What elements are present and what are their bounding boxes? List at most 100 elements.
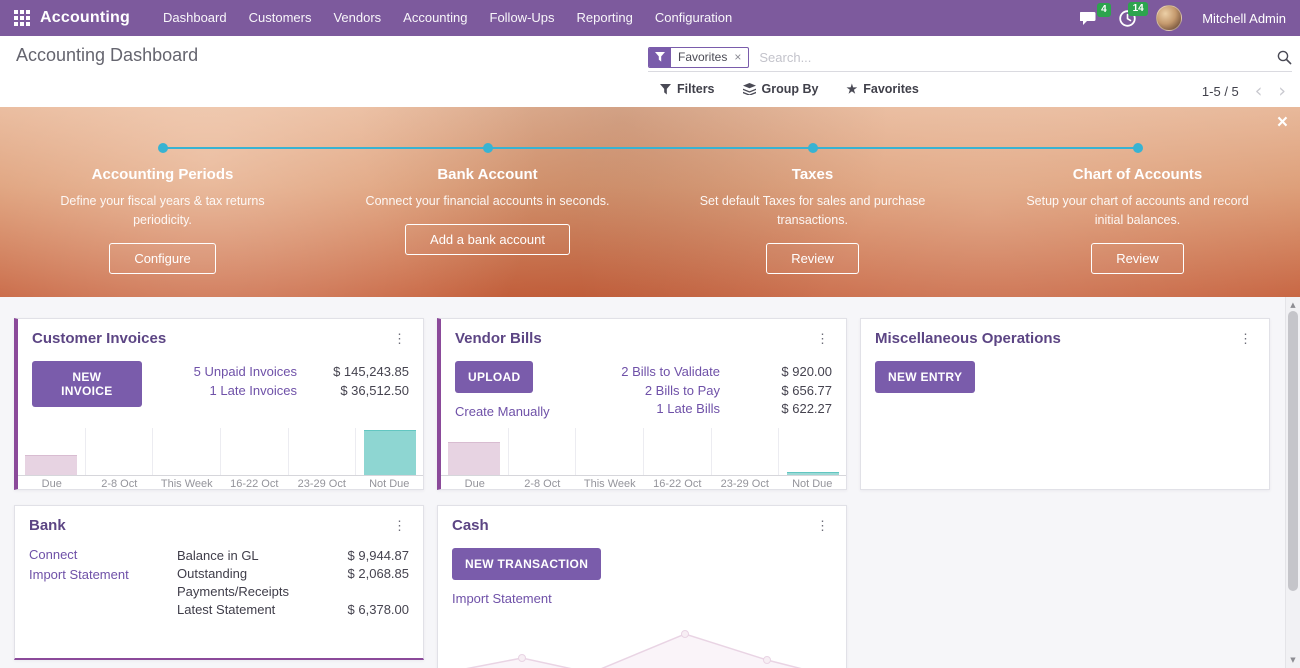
latest-statement-amount: $ 6,378.00 — [347, 602, 409, 617]
bill-stat-row: 2 Bills to Validate $ 920.00 — [605, 363, 832, 382]
vertical-scrollbar[interactable]: ▲ ▼ — [1285, 297, 1300, 668]
bank-stat-row: Latest Statement $ 6,378.00 — [177, 601, 409, 619]
bank-connect-link[interactable]: Connect — [29, 547, 78, 562]
bill-stat-row: 2 Bills to Pay $ 656.77 — [605, 382, 832, 401]
late-invoices-amount: $ 36,512.50 — [340, 382, 409, 398]
chart-x-axis: Due 2-8 Oct This Week 16-22 Oct 23-29 Oc… — [441, 475, 846, 489]
card-title: Vendor Bills — [455, 330, 542, 347]
messages-count-badge: 4 — [1096, 2, 1112, 17]
navbar-systray: 4 14 Mitchell Admin — [1080, 1, 1286, 31]
control-panel: Accounting Dashboard Favorites × — [0, 36, 1300, 107]
upload-button[interactable]: UPLOAD — [455, 361, 534, 393]
bar-not-due — [363, 430, 416, 475]
nav-item-configuration[interactable]: Configuration — [654, 10, 733, 25]
outstanding-payments-label: Outstanding Payments/Receipts — [177, 566, 289, 599]
new-transaction-button[interactable]: NEW TRANSACTION — [452, 548, 602, 580]
filters-funnel-icon — [660, 83, 671, 95]
nav-item-follow-ups[interactable]: Follow-Ups — [489, 10, 555, 25]
bill-stat-row: 1 Late Bills $ 622.27 — [605, 400, 832, 419]
timeline-dot — [482, 143, 493, 153]
balance-in-gl-label: Balance in GL — [177, 548, 259, 563]
late-invoices-link[interactable]: 1 Late Invoices — [209, 382, 297, 398]
messages-button[interactable]: 4 — [1080, 2, 1112, 26]
app-name[interactable]: Accounting — [40, 9, 130, 26]
review-taxes-button[interactable]: Review — [766, 242, 859, 274]
breadcrumb: Accounting Dashboard — [16, 45, 199, 65]
card-title: Customer Invoices — [32, 330, 167, 347]
bank-import-statement-link[interactable]: Import Statement — [29, 567, 129, 582]
onboarding-step-taxes: Taxes Set default Taxes for sales and pu… — [650, 107, 975, 297]
card-customer-invoices: Customer Invoices ⋮ NEW INVOICE 5 Unpaid… — [14, 318, 424, 490]
search-bar: Favorites × — [648, 43, 1292, 72]
pager-next-icon[interactable]: › — [1278, 80, 1286, 102]
onboarding-step-accounting-periods: Accounting Periods Define your fiscal ye… — [0, 107, 325, 297]
add-bank-account-button[interactable]: Add a bank account — [405, 223, 570, 255]
scrollbar-down-icon[interactable]: ▼ — [1290, 656, 1296, 664]
scrollbar-thumb[interactable] — [1288, 311, 1298, 591]
layers-icon — [742, 83, 756, 95]
bills-bar-chart: Due 2-8 Oct This Week 16-22 Oct 23-29 Oc… — [441, 428, 846, 489]
onboarding-timeline — [162, 147, 1138, 149]
card-title: Miscellaneous Operations — [875, 330, 1061, 347]
invoices-bar-chart: Due 2-8 Oct This Week 16-22 Oct 23-29 Oc… — [18, 428, 423, 489]
new-invoice-button[interactable]: NEW INVOICE — [32, 361, 142, 407]
filters-button[interactable]: Filters — [660, 82, 715, 96]
outstanding-payments-amount: $ 2,068.85 — [347, 566, 409, 581]
kebab-menu-icon[interactable]: ⋮ — [393, 331, 406, 346]
nav-item-dashboard[interactable]: Dashboard — [163, 10, 227, 25]
latest-statement-label: Latest Statement — [177, 602, 276, 617]
bills-to-validate-link[interactable]: 2 Bills to Validate — [621, 364, 720, 379]
timeline-dot — [1132, 143, 1143, 153]
kebab-menu-icon[interactable]: ⋮ — [816, 518, 829, 533]
nav-item-customers[interactable]: Customers — [248, 10, 312, 25]
unpaid-invoices-amount: $ 145,243.85 — [333, 364, 409, 379]
activities-count-badge: 14 — [1128, 1, 1149, 16]
onboarding-step-chart-of-accounts: Chart of Accounts Setup your chart of ac… — [975, 107, 1300, 297]
nav-item-vendors[interactable]: Vendors — [333, 10, 382, 25]
user-avatar[interactable] — [1156, 5, 1183, 31]
nav-item-reporting[interactable]: Reporting — [576, 10, 633, 25]
pager-previous-icon[interactable]: ‹ — [1254, 80, 1263, 102]
kebab-menu-icon[interactable]: ⋮ — [816, 331, 829, 346]
invoice-stat-row: 1 Late Invoices $ 36,512.50 — [142, 382, 409, 401]
star-icon: ★ — [846, 82, 858, 96]
late-bills-amount: $ 622.27 — [781, 401, 832, 416]
configure-button[interactable]: Configure — [109, 242, 216, 274]
scrollbar-up-icon[interactable]: ▲ — [1290, 301, 1296, 309]
bills-to-pay-link[interactable]: 2 Bills to Pay — [644, 382, 720, 398]
main-menu: Dashboard Customers Vendors Accounting F… — [152, 0, 743, 36]
top-navbar: Accounting Dashboard Customers Vendors A… — [0, 0, 1300, 36]
onboarding-step-bank-account: Bank Account Connect your financial acco… — [325, 107, 650, 297]
timeline-dot — [807, 143, 818, 153]
clock-icon — [1119, 9, 1136, 27]
kebab-menu-icon[interactable]: ⋮ — [393, 518, 406, 533]
search-input[interactable] — [757, 48, 1271, 66]
search-facet-label: Favorites — [678, 50, 728, 64]
card-cash: Cash ⋮ NEW TRANSACTION Import Statement — [437, 505, 847, 668]
user-name[interactable]: Mitchell Admin — [1202, 10, 1286, 26]
search-options: Filters Group By ★ Favorites — [660, 82, 919, 96]
bar-due — [448, 442, 501, 475]
cash-import-statement-link[interactable]: Import Statement — [452, 591, 552, 606]
bills-to-pay-amount: $ 656.77 — [781, 382, 832, 398]
favorites-button[interactable]: ★ Favorites — [846, 82, 919, 96]
nav-item-accounting[interactable]: Accounting — [403, 10, 468, 25]
group-by-button[interactable]: Group By — [742, 82, 818, 96]
search-icon[interactable] — [1271, 50, 1292, 65]
card-title: Cash — [452, 517, 489, 534]
remove-facet-icon[interactable]: × — [734, 50, 742, 64]
kebab-menu-icon[interactable]: ⋮ — [1239, 331, 1252, 346]
unpaid-invoices-link[interactable]: 5 Unpaid Invoices — [193, 364, 297, 379]
late-bills-link[interactable]: 1 Late Bills — [656, 401, 720, 416]
banner-close-icon[interactable]: × — [1276, 112, 1288, 133]
chat-bubble-icon — [1080, 11, 1096, 25]
review-chart-of-accounts-button[interactable]: Review — [1091, 242, 1184, 274]
activities-button[interactable]: 14 — [1119, 1, 1149, 27]
new-entry-button[interactable]: NEW ENTRY — [875, 361, 976, 393]
filter-funnel-icon — [649, 47, 671, 67]
apps-grid-icon[interactable] — [14, 10, 30, 26]
pager-range: 1-5 / 5 — [1201, 84, 1239, 99]
create-manually-link[interactable]: Create Manually — [455, 404, 550, 419]
balance-in-gl-amount: $ 9,944.87 — [347, 548, 409, 563]
